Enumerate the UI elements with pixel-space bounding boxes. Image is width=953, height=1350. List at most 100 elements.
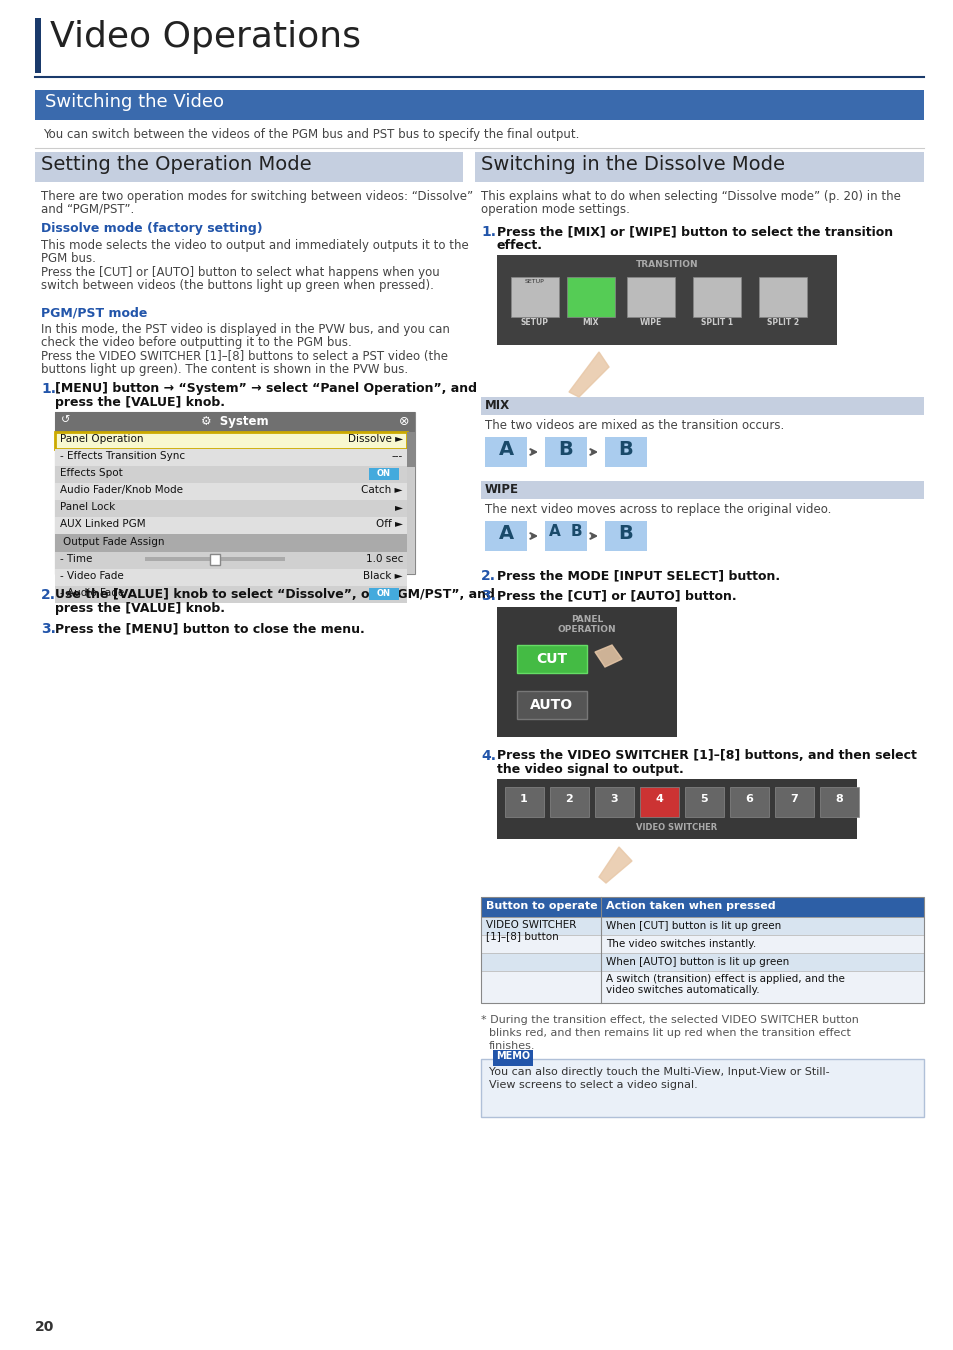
Bar <box>497 255 836 346</box>
Text: * During the transition effect, the selected VIDEO SWITCHER button: * During the transition effect, the sele… <box>480 1015 858 1025</box>
Text: When [CUT] button is lit up green: When [CUT] button is lit up green <box>605 921 781 931</box>
Text: B: B <box>618 524 633 543</box>
Polygon shape <box>595 645 621 667</box>
Bar <box>480 397 923 414</box>
Bar <box>55 412 415 574</box>
Text: 2.: 2. <box>41 589 56 602</box>
Text: Panel Lock: Panel Lock <box>60 502 115 512</box>
Bar <box>504 787 543 817</box>
Text: B: B <box>618 440 633 459</box>
Bar <box>480 917 600 936</box>
Text: 6: 6 <box>744 794 752 805</box>
Text: PGM/PST mode: PGM/PST mode <box>41 306 147 319</box>
Bar <box>55 483 407 499</box>
Text: ON: ON <box>376 468 391 478</box>
Text: A: A <box>497 440 513 459</box>
Text: OPERATION: OPERATION <box>558 625 616 634</box>
Text: 3: 3 <box>610 794 618 805</box>
Text: Effects Spot: Effects Spot <box>60 468 123 478</box>
Text: WIPE: WIPE <box>484 483 518 495</box>
Text: You can switch between the videos of the PGM bus and PST bus to specify the fina: You can switch between the videos of the… <box>43 128 578 140</box>
Text: Video Operations: Video Operations <box>50 20 360 54</box>
Text: Press the VIDEO SWITCHER [1]–[8] buttons to select a PST video (the: Press the VIDEO SWITCHER [1]–[8] buttons… <box>41 350 448 363</box>
Text: Press the [MENU] button to close the menu.: Press the [MENU] button to close the men… <box>55 622 364 634</box>
Bar <box>369 589 398 599</box>
Bar <box>684 787 723 817</box>
Text: 4.: 4. <box>480 749 496 763</box>
Bar <box>55 568 407 586</box>
Text: Switching the Video: Switching the Video <box>45 93 224 111</box>
Text: ►: ► <box>395 502 402 512</box>
Text: 20: 20 <box>35 1320 54 1334</box>
Bar <box>480 896 923 917</box>
Text: Black ►: Black ► <box>363 571 402 580</box>
Bar <box>544 437 586 467</box>
Text: ⚙  System: ⚙ System <box>201 414 269 428</box>
Bar <box>55 432 407 450</box>
Text: MIX: MIX <box>484 400 510 412</box>
Text: Use the [VALUE] knob to select “Dissolve”, or “PGM/PST”, and: Use the [VALUE] knob to select “Dissolve… <box>55 589 495 601</box>
Bar <box>475 153 923 182</box>
Bar <box>517 645 586 674</box>
Bar <box>759 277 806 317</box>
Text: 2.: 2. <box>480 568 496 583</box>
Bar <box>692 277 740 317</box>
Bar <box>55 552 407 568</box>
Text: Output Fade Assign: Output Fade Assign <box>63 537 164 547</box>
Bar <box>604 437 646 467</box>
Text: check the video before outputting it to the PGM bus.: check the video before outputting it to … <box>41 336 352 350</box>
Bar <box>407 432 415 467</box>
Bar <box>484 437 526 467</box>
Text: Switching in the Dissolve Mode: Switching in the Dissolve Mode <box>480 155 784 174</box>
Bar <box>544 521 565 551</box>
Text: Off ►: Off ► <box>375 518 402 529</box>
Bar <box>729 787 768 817</box>
Bar <box>35 153 462 182</box>
Text: View screens to select a video signal.: View screens to select a video signal. <box>489 1080 697 1089</box>
Text: 1.: 1. <box>480 225 496 239</box>
Text: PGM bus.: PGM bus. <box>41 252 95 265</box>
Bar <box>210 554 220 566</box>
Text: switch between videos (the buttons light up green when pressed).: switch between videos (the buttons light… <box>41 279 434 292</box>
Text: A switch (transition) effect is applied, and the: A switch (transition) effect is applied,… <box>605 973 844 984</box>
Bar <box>145 558 285 562</box>
Text: buttons light up green). The content is shown in the PVW bus.: buttons light up green). The content is … <box>41 363 408 377</box>
Text: VIDEO SWITCHER: VIDEO SWITCHER <box>636 824 717 832</box>
Bar <box>566 277 615 317</box>
Text: effect.: effect. <box>497 239 542 252</box>
Bar <box>497 779 856 838</box>
Text: [1]–[8] button: [1]–[8] button <box>485 931 558 941</box>
Text: In this mode, the PST video is displayed in the PVW bus, and you can: In this mode, the PST video is displayed… <box>41 323 450 336</box>
Bar <box>484 521 526 551</box>
Text: A: A <box>549 524 560 539</box>
Bar <box>55 517 407 535</box>
Bar <box>600 917 923 936</box>
Text: There are two operation modes for switching between videos: “Dissolve”: There are two operation modes for switch… <box>41 190 473 202</box>
Text: 5: 5 <box>700 794 707 805</box>
Text: 4: 4 <box>655 794 662 805</box>
Text: press the [VALUE] knob.: press the [VALUE] knob. <box>55 602 225 616</box>
Text: operation mode settings.: operation mode settings. <box>480 202 629 216</box>
Text: SETUP: SETUP <box>520 319 548 327</box>
Text: 7: 7 <box>789 794 797 805</box>
Polygon shape <box>598 846 631 883</box>
Text: B: B <box>558 440 573 459</box>
Bar <box>493 1050 533 1066</box>
Text: B: B <box>570 524 581 539</box>
Text: Setting the Operation Mode: Setting the Operation Mode <box>41 155 312 174</box>
Bar <box>565 521 586 551</box>
Bar <box>626 277 675 317</box>
Bar <box>480 971 600 1003</box>
Text: ON: ON <box>376 589 391 598</box>
Bar <box>604 521 646 551</box>
Bar <box>55 535 407 552</box>
Text: SPLIT 1: SPLIT 1 <box>700 319 732 327</box>
Bar <box>820 787 858 817</box>
Bar <box>480 936 600 953</box>
Text: 1.0 sec: 1.0 sec <box>365 554 402 564</box>
Text: Action taken when pressed: Action taken when pressed <box>605 900 775 911</box>
Bar <box>369 468 398 481</box>
Text: - Audio Fade: - Audio Fade <box>60 589 124 598</box>
Text: - Video Fade: - Video Fade <box>60 571 124 580</box>
Bar <box>55 466 407 483</box>
